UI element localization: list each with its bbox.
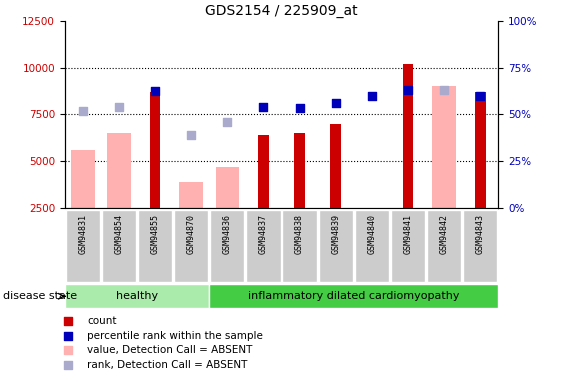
Text: count: count <box>87 316 117 326</box>
Title: GDS2154 / 225909_at: GDS2154 / 225909_at <box>205 4 358 18</box>
Bar <box>107 133 131 208</box>
Bar <box>150 92 160 208</box>
FancyBboxPatch shape <box>102 210 136 282</box>
Text: GSM94841: GSM94841 <box>404 214 413 254</box>
Text: GSM94836: GSM94836 <box>223 214 232 254</box>
Bar <box>180 182 203 208</box>
Text: healthy: healthy <box>116 291 158 301</box>
Bar <box>71 150 95 208</box>
Point <box>259 104 268 110</box>
Point <box>63 347 72 353</box>
FancyBboxPatch shape <box>391 210 425 282</box>
FancyBboxPatch shape <box>209 284 498 308</box>
Point <box>114 104 123 110</box>
Point <box>187 132 196 138</box>
Bar <box>330 124 341 208</box>
Bar <box>294 133 305 208</box>
Bar <box>258 135 269 208</box>
Point <box>476 93 485 99</box>
FancyBboxPatch shape <box>427 210 461 282</box>
FancyBboxPatch shape <box>210 210 244 282</box>
Point <box>331 100 340 106</box>
Point <box>295 105 304 111</box>
Point <box>63 318 72 324</box>
Point <box>78 108 87 114</box>
FancyBboxPatch shape <box>138 210 172 282</box>
Text: disease state: disease state <box>3 291 77 301</box>
FancyBboxPatch shape <box>463 210 497 282</box>
FancyBboxPatch shape <box>319 210 353 282</box>
Text: GSM94870: GSM94870 <box>187 214 196 254</box>
Text: GSM94837: GSM94837 <box>259 214 268 254</box>
Text: percentile rank within the sample: percentile rank within the sample <box>87 331 263 340</box>
FancyBboxPatch shape <box>355 210 389 282</box>
Text: GSM94843: GSM94843 <box>476 214 485 254</box>
Text: GSM94840: GSM94840 <box>367 214 376 254</box>
Point <box>404 87 413 93</box>
Point <box>63 333 72 339</box>
Text: GSM94838: GSM94838 <box>295 214 304 254</box>
Bar <box>216 167 239 208</box>
Point <box>63 362 72 368</box>
Point <box>440 87 449 93</box>
Bar <box>403 64 413 208</box>
FancyBboxPatch shape <box>246 210 280 282</box>
Text: GSM94855: GSM94855 <box>150 214 159 254</box>
FancyBboxPatch shape <box>174 210 208 282</box>
Text: value, Detection Call = ABSENT: value, Detection Call = ABSENT <box>87 345 253 355</box>
Text: GSM94842: GSM94842 <box>440 214 449 254</box>
Point <box>150 88 159 94</box>
Bar <box>475 92 486 208</box>
Point <box>367 93 376 99</box>
FancyBboxPatch shape <box>66 210 100 282</box>
Point <box>223 119 232 125</box>
Text: GSM94854: GSM94854 <box>114 214 123 254</box>
FancyBboxPatch shape <box>283 210 317 282</box>
Text: GSM94839: GSM94839 <box>331 214 340 254</box>
Bar <box>432 86 456 208</box>
Text: inflammatory dilated cardiomyopathy: inflammatory dilated cardiomyopathy <box>248 291 459 301</box>
FancyBboxPatch shape <box>65 284 209 308</box>
Text: GSM94831: GSM94831 <box>78 214 87 254</box>
Text: rank, Detection Call = ABSENT: rank, Detection Call = ABSENT <box>87 360 248 370</box>
